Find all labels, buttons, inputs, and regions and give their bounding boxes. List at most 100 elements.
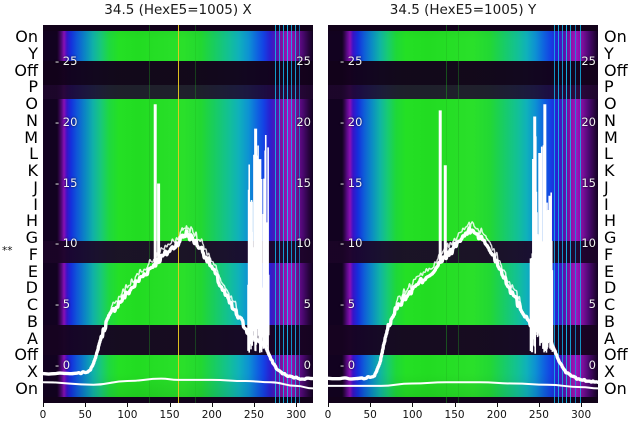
y-tick-y-inner-0: - 0 — [340, 358, 356, 373]
vline-artifact-x-5 — [283, 25, 284, 403]
y-tick-y-outer-25: 25 — [581, 53, 596, 68]
x-tick-x-200 — [211, 403, 213, 407]
category-label-right-o-4: O — [604, 94, 617, 114]
category-label-right-n-5: N — [604, 110, 616, 130]
vline-artifact-y-8 — [580, 25, 581, 403]
x-axis-left: 0 50 100 150 200 250 300 — [39, 403, 313, 433]
trace-envelope — [43, 229, 313, 381]
panel-title-y: 34.5 (HexE5=1005) Y — [389, 2, 537, 18]
category-label-left-off-2: Off — [14, 60, 38, 80]
spectrogram-panel-x[interactable]: - 0 0 - 5 5 - 10 10 - 15 15 - 20 20 - 25 25 — [43, 25, 313, 403]
trace-envelope — [328, 226, 598, 384]
x-axis-right: 0 50 100 150 200 250 300 — [324, 403, 598, 433]
category-label-left-h-11: H — [25, 211, 38, 231]
y-tick-y-inner-20: - 20 — [340, 114, 363, 129]
category-label-left-a-18: A — [27, 328, 38, 348]
category-label-right-x-20: X — [604, 362, 615, 382]
trace-envelope-upper — [43, 225, 313, 380]
category-label-right-h-11: H — [604, 211, 617, 231]
trace-noise-burst — [529, 136, 554, 354]
category-label-right-i-10: I — [604, 194, 609, 214]
vline-artifact-x-4 — [279, 25, 280, 403]
x-tick-x-300 — [296, 403, 298, 407]
category-label-left-i-10: I — [33, 194, 38, 214]
category-label-right-on-0: On — [604, 27, 627, 46]
x-tick-x-100 — [127, 403, 129, 407]
y-tick-y-inner-10: - 10 — [340, 236, 363, 251]
category-label-right-c-16: C — [604, 295, 616, 315]
vline-artifact-y-5 — [566, 25, 567, 403]
category-label-right-e-14: E — [604, 261, 615, 281]
y-tick-y-outer-5: 5 — [588, 297, 596, 312]
category-label-left-m-6: M — [24, 127, 38, 147]
category-label-right-k-8: K — [604, 161, 615, 181]
category-label-right-d-15: D — [604, 278, 617, 298]
y-tick-x-outer-5: 5 — [303, 297, 311, 312]
y-tick-y-outer-20: 20 — [581, 114, 596, 129]
x-tick-label-y-100: 100 — [402, 409, 423, 421]
x-tick-x-0 — [43, 403, 44, 407]
y-tick-y-outer-10: 10 — [581, 236, 596, 251]
category-label-left-on-0: On — [15, 27, 38, 46]
vline-artifact-x-0 — [178, 25, 179, 403]
category-label-right-g-12: G — [604, 228, 617, 248]
category-label-right-y-1: Y — [604, 43, 614, 63]
category-label-right-m-6: M — [604, 127, 618, 147]
category-label-left-e-14: E — [27, 261, 38, 281]
y-tick-y-outer-15: 15 — [581, 175, 596, 190]
panel-title-x: 34.5 (HexE5=1005) X — [104, 2, 252, 18]
x-tick-label-y-200: 200 — [486, 409, 507, 421]
x-tick-x-250 — [253, 403, 255, 407]
x-tick-label-y-150: 150 — [444, 409, 465, 421]
category-label-left-x-20: X — [27, 362, 38, 382]
category-label-left-f-13: F — [28, 244, 38, 264]
y-tick-y-inner-15: - 15 — [340, 175, 363, 190]
y-tick-x-outer-20: 20 — [296, 114, 311, 129]
trace-envelope-upper — [328, 221, 598, 383]
vline-artifact-y-2 — [554, 25, 555, 403]
category-label-right-l-7: L — [604, 144, 613, 164]
y-tick-x-inner-0: - 0 — [55, 358, 71, 373]
x-tick-label-x-100: 100 — [117, 409, 138, 421]
vline-artifact-x-8 — [295, 25, 296, 403]
trace-noise-burst — [247, 134, 270, 353]
x-tick-label-x-250: 250 — [243, 409, 264, 421]
x-tick-y-100 — [412, 403, 414, 407]
category-label-right-off-19: Off — [604, 345, 628, 365]
spectrogram-panel-y[interactable]: - 0 0 - 5 5 - 10 10 - 15 15 - 20 20 - 25 25 — [328, 25, 598, 403]
y-tick-x-inner-10: - 10 — [55, 236, 78, 251]
y-tick-x-inner-15: - 15 — [55, 175, 78, 190]
x-tick-y-250 — [538, 403, 540, 407]
category-label-left-y-1: Y — [28, 43, 38, 63]
category-label-left-j-9: J — [33, 177, 38, 197]
vline-artifact-y-4 — [562, 25, 563, 403]
x-tick-label-x-150: 150 — [159, 409, 180, 421]
vline-artifact-x-2 — [195, 25, 196, 403]
y-tick-y-outer-0: 0 — [588, 358, 596, 373]
x-tick-label-y-50: 50 — [363, 409, 377, 421]
y-tick-x-outer-10: 10 — [296, 236, 311, 251]
category-label-left-off-19: Off — [14, 345, 38, 365]
x-tick-x-150 — [169, 403, 171, 407]
x-tick-label-x-50: 50 — [78, 409, 92, 421]
category-axis-left: On Y Off P O N M L K J I H G F ** E D C B A Off X On — [0, 25, 42, 403]
category-label-right-p-3: P — [604, 77, 614, 97]
x-tick-label-y-0: 0 — [324, 409, 332, 421]
x-tick-label-y-250: 250 — [528, 409, 549, 421]
y-tick-y-inner-5: - 5 — [340, 297, 356, 312]
y-tick-x-inner-25: - 25 — [55, 53, 78, 68]
y-tick-x-inner-20: - 20 — [55, 114, 78, 129]
x-tick-label-x-200: 200 — [201, 409, 222, 421]
category-label-right-on-21: On — [604, 379, 627, 398]
vline-artifact-y-1 — [458, 25, 459, 403]
vline-artifact-y-6 — [570, 25, 571, 403]
category-label-left-n-5: N — [26, 110, 38, 130]
category-label-left-g-12: G — [25, 228, 38, 248]
x-tick-label-x-0: 0 — [39, 409, 47, 421]
category-label-left-p-3: P — [28, 77, 38, 97]
y-tick-x-outer-0: 0 — [303, 358, 311, 373]
x-tick-y-50 — [370, 403, 372, 407]
x-tick-y-150 — [454, 403, 456, 407]
y-tick-y-inner-25: - 25 — [340, 53, 363, 68]
overlay-trace-x — [43, 104, 313, 390]
